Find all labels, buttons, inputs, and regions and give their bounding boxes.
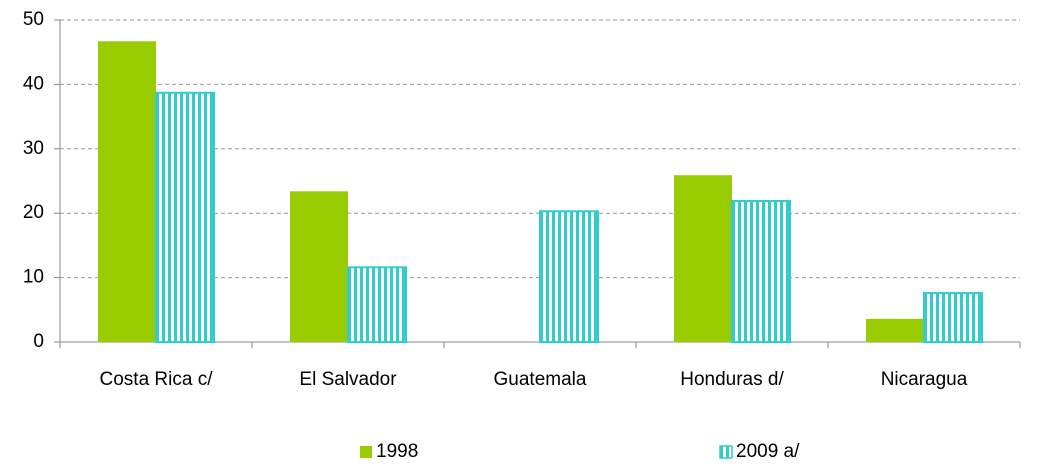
x-tick-label: Costa Rica c/: [100, 369, 214, 390]
bar: [674, 175, 732, 342]
y-tick-label: 50: [23, 9, 44, 30]
bar: [290, 191, 348, 342]
y-tick-label: 20: [23, 202, 44, 223]
x-tick-label: Nicaragua: [881, 369, 968, 390]
x-tick-label: El Salvador: [299, 369, 397, 390]
x-tick-label: Honduras d/: [680, 369, 784, 390]
legend-label: 2009 a/: [736, 441, 800, 462]
y-tick-label: 10: [23, 267, 44, 288]
y-tick-label: 30: [23, 138, 44, 159]
x-tick-label: Guatemala: [494, 369, 587, 390]
bar: [98, 41, 156, 342]
legend-swatch: [360, 446, 372, 458]
legend-swatch: [719, 445, 733, 459]
bar: [347, 266, 407, 343]
bar: [923, 292, 983, 343]
bar: [866, 318, 924, 342]
bar: [539, 210, 599, 343]
legend-label: 1998: [376, 441, 418, 462]
y-tick-label: 0: [33, 331, 44, 352]
bar: [731, 199, 791, 343]
bar: [155, 91, 215, 343]
y-tick-label: 40: [23, 73, 44, 94]
